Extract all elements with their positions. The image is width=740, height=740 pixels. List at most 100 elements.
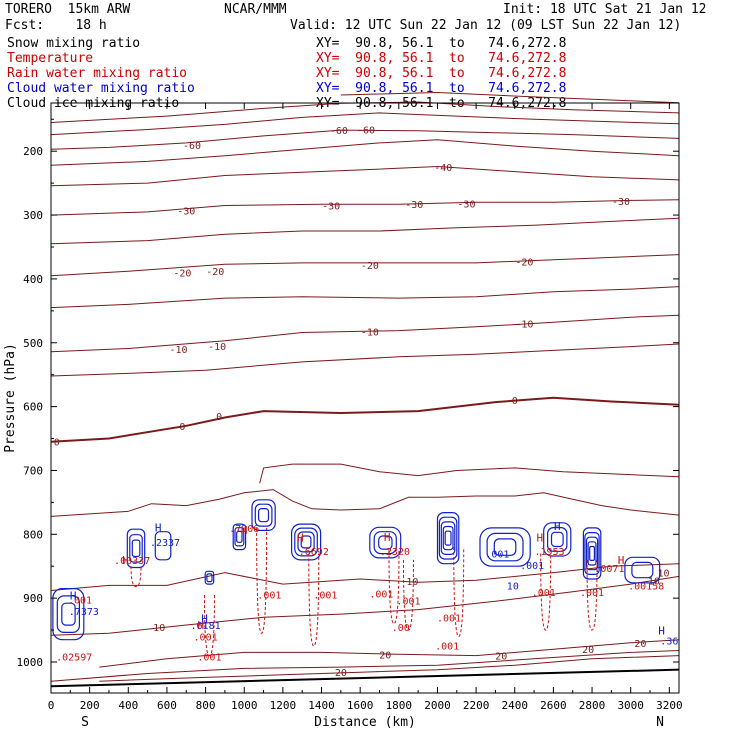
isotherm-label: -40: [434, 163, 452, 174]
cloud-contour: [442, 525, 454, 551]
x-tick-label: 2800: [579, 699, 606, 712]
isotherm-label: -30: [177, 207, 195, 218]
rain-label: .001: [580, 588, 604, 599]
cloud-contour: [291, 523, 322, 561]
cloud-contour: [232, 523, 247, 551]
isotherm-line: [99, 639, 680, 668]
isotherm-line: [50, 650, 680, 682]
rain-label: .00: [392, 623, 410, 634]
isotherm-line: [50, 575, 680, 636]
x-tick-label: 2600: [540, 699, 567, 712]
cloud-contour: [624, 556, 661, 584]
y-tick-label: 400: [23, 273, 43, 286]
isotherm-label: 0: [216, 412, 222, 423]
isotherm-label: -20: [515, 258, 533, 269]
rain-max-marker: H: [122, 554, 129, 567]
x-tick-label: 600: [157, 699, 177, 712]
cloud-max-marker: H: [70, 590, 77, 603]
cloud-contour: [373, 531, 397, 555]
x-tick-label: 800: [196, 699, 216, 712]
cloud-contour: [440, 521, 456, 556]
cloud-label: .36: [660, 636, 678, 647]
isotherm-label: -60: [357, 125, 375, 136]
x-tick-label: 1600: [347, 699, 374, 712]
cloud-contour: [251, 499, 276, 531]
rain-label: .001: [197, 652, 221, 663]
rain-shaft: [256, 527, 268, 634]
rain-shaft: [402, 559, 414, 631]
rain-max-marker: H: [297, 531, 304, 544]
isotherm-line: [340, 91, 680, 104]
cloud-contour: [254, 503, 273, 527]
isotherm-label: -60: [330, 126, 348, 137]
cloud-contour: [126, 528, 146, 569]
cloud-contour: [486, 532, 524, 562]
isotherm-label: -30: [405, 200, 423, 211]
rain-max-label: .1953: [534, 547, 564, 558]
cloud-contour: [493, 538, 517, 556]
axes-layer: 0 200 400 600 800 1000 1200 1400 1600 1800 2000 220…: [17, 103, 683, 712]
cloud-contour: [369, 526, 402, 559]
rain-max-marker: H: [197, 619, 204, 632]
isotherm-label: 0: [512, 396, 518, 407]
cloud-contour: [584, 531, 600, 575]
cloud-contour: [585, 536, 599, 571]
cloud-contour: [154, 531, 172, 561]
rain-label: .001: [435, 641, 459, 652]
cloud-contour: [61, 602, 76, 626]
isotherm-label: 20: [582, 645, 594, 656]
cloud-contour: [204, 570, 215, 585]
isotherm-line: [50, 217, 680, 245]
x-tick-label: 1200: [270, 699, 297, 712]
isotherm-label: 0: [54, 438, 60, 449]
rain-shaft: [388, 550, 400, 625]
cloud-max-marker: H: [201, 613, 208, 626]
cloud-layer: [52, 499, 661, 641]
isotherm-label: -20: [361, 261, 379, 272]
isotherm-line: [50, 139, 680, 166]
cloud-contour: [587, 541, 597, 566]
isotherm-line: [50, 129, 680, 150]
cloud-contour: [444, 530, 452, 546]
cloud-contour: [631, 561, 654, 579]
isotherm-label: -10: [361, 327, 379, 338]
y-tick-label: 200: [23, 145, 43, 158]
x-tick-label: 200: [80, 699, 100, 712]
rain-label: .001: [313, 590, 337, 601]
isotherm-line: [50, 489, 680, 517]
rain-shaft: [540, 553, 552, 631]
plot-frame: [50, 102, 680, 694]
cloud-contour: [543, 522, 572, 557]
rain-label: .001: [437, 613, 461, 624]
rain-max-marker: H: [618, 554, 625, 567]
rain-max-marker: H: [241, 524, 248, 537]
rain-shaft: [453, 547, 465, 637]
cloud-contour: [234, 527, 245, 547]
cloud-contour: [546, 526, 568, 552]
rain-max-marker: H: [537, 531, 544, 544]
cloud-contour: [129, 534, 143, 563]
y-tick-label: 600: [23, 401, 43, 414]
cloud-contour: [258, 508, 270, 523]
isotherm-line: [50, 343, 680, 377]
ground-line: [50, 668, 680, 688]
x-tick-label: 0: [48, 699, 55, 712]
isotherm-label: -30: [612, 197, 630, 208]
cloud-contour: [589, 545, 596, 561]
header-fcst: Fcst: 18 h: [5, 18, 107, 33]
rain-label: .001: [257, 590, 281, 601]
y-tick-label: 800: [23, 528, 43, 541]
cloud-label: .001: [485, 549, 509, 560]
cloud-contour: [52, 587, 85, 641]
isotherm-label: -20: [206, 267, 224, 278]
rain-max-label: .7306: [229, 524, 259, 535]
header-center: NCAR/MMM: [224, 2, 287, 17]
isotherm-label: 0: [179, 422, 185, 433]
isotherm-label: 10: [648, 576, 660, 587]
header-init: Init: 18 UTC Sat 21 Jan 12: [503, 2, 707, 17]
isotherm-line: [50, 199, 680, 216]
x-tick-label: 400: [118, 699, 138, 712]
cloud-contour: [294, 527, 318, 557]
rain-label: .00337: [114, 556, 150, 567]
